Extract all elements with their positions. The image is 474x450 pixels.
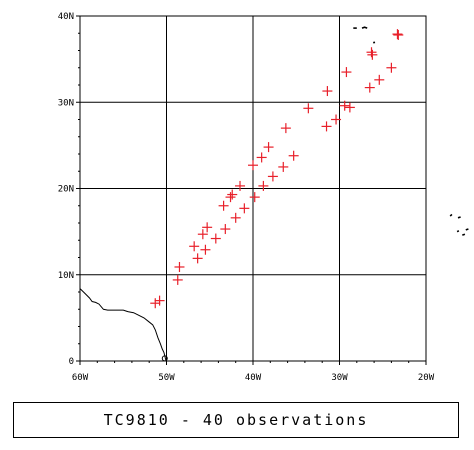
observation-marker — [154, 295, 165, 306]
observation-marker — [386, 62, 397, 73]
lat-tick-label: 30N — [58, 98, 74, 108]
observation-marker — [267, 171, 278, 182]
observation-marker — [392, 29, 403, 40]
observation-marker — [230, 212, 241, 223]
observation-marker — [278, 161, 289, 172]
lat-lon-grid — [80, 16, 426, 361]
observation-marker — [235, 180, 246, 191]
map-caption: TC9810 - 40 observations — [103, 411, 369, 429]
lon-tick-label: 40W — [245, 373, 262, 383]
observation-marker — [210, 233, 221, 244]
observation-marker — [248, 160, 258, 171]
observation-marker — [202, 222, 213, 233]
observation-markers — [150, 29, 404, 309]
observation-marker — [322, 86, 333, 97]
observation-marker — [367, 49, 378, 60]
lat-tick-label: 40N — [58, 12, 74, 22]
observation-marker — [150, 298, 161, 309]
observation-marker — [331, 114, 342, 125]
south-america-coastline — [79, 288, 167, 362]
island-outline — [456, 230, 460, 233]
observation-marker — [321, 121, 332, 132]
observation-marker — [339, 100, 350, 111]
lon-tick-label: 60W — [72, 373, 89, 383]
island-outline — [465, 228, 469, 231]
observation-marker — [258, 180, 269, 191]
observation-marker — [239, 203, 250, 214]
river-mouth-island — [161, 355, 168, 362]
observation-marker — [374, 74, 385, 85]
observation-marker — [341, 67, 352, 78]
observation-marker — [218, 200, 229, 211]
lat-tick-label: 0 — [69, 357, 74, 367]
observation-marker — [280, 123, 291, 134]
observation-marker — [366, 47, 377, 58]
observation-marker — [303, 103, 314, 114]
coastline-layer — [79, 26, 469, 362]
axis-ticks — [76, 15, 427, 365]
observation-marker — [344, 102, 355, 113]
observation-marker — [200, 244, 211, 255]
observation-marker — [227, 189, 238, 200]
observation-marker — [288, 150, 299, 161]
lon-tick-label: 50W — [158, 373, 175, 383]
island-outline — [361, 26, 368, 29]
observation-marker — [256, 152, 267, 163]
island-outline — [462, 233, 466, 236]
observation-marker — [249, 192, 260, 203]
lon-tick-label: 30W — [331, 373, 348, 383]
lat-tick-label: 20N — [58, 185, 74, 195]
observation-marker — [263, 142, 274, 153]
observation-marker — [393, 29, 404, 40]
observation-marker — [189, 241, 200, 252]
island-outline — [457, 216, 461, 219]
observation-marker — [197, 229, 208, 240]
observation-marker — [174, 261, 185, 272]
observation-marker — [192, 253, 203, 264]
lon-tick-label: 20W — [418, 373, 435, 383]
observation-marker — [172, 274, 183, 285]
axis-labels: 60W 50W 40W 30W 20W 0 10N 20N 30N 40N — [58, 12, 435, 383]
observation-marker — [225, 192, 236, 203]
observation-marker — [220, 224, 231, 235]
caption-box: TC9810 - 40 observations — [13, 402, 459, 438]
observation-marker — [364, 82, 375, 93]
track-map: 60W 50W 40W 30W 20W 0 10N 20N 30N 40N — [58, 12, 469, 383]
lat-tick-label: 10N — [58, 271, 74, 281]
island-outline — [449, 213, 453, 217]
